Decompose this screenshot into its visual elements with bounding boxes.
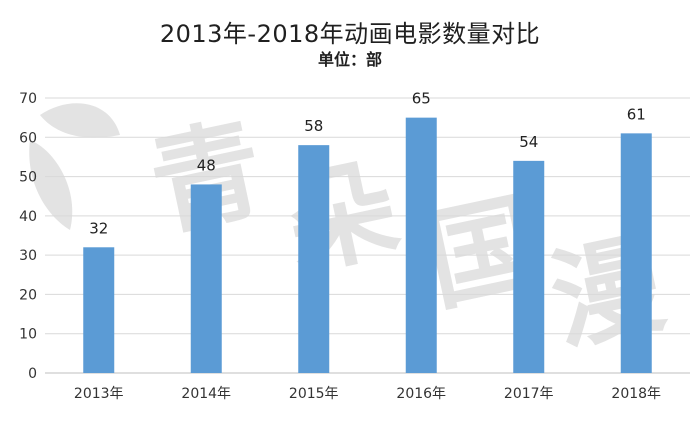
watermark-char: 漫 bbox=[540, 219, 674, 367]
gridlines bbox=[45, 97, 690, 374]
x-tick-label: 2013年 bbox=[74, 386, 124, 402]
bar bbox=[298, 145, 330, 373]
x-axis: 2013年 2014年 2015年 2016年 2017年 2018年 bbox=[74, 386, 661, 402]
bar bbox=[620, 133, 652, 373]
bar bbox=[513, 160, 545, 373]
watermark-logo-leaf-top bbox=[40, 103, 120, 138]
x-tick-label: 2016年 bbox=[396, 386, 446, 402]
data-label: 61 bbox=[627, 105, 646, 123]
x-tick-label: 2014年 bbox=[181, 386, 231, 402]
bar bbox=[190, 184, 222, 373]
x-tick-label: 2018年 bbox=[611, 386, 661, 402]
data-label: 58 bbox=[304, 117, 323, 135]
bars bbox=[83, 117, 652, 374]
data-label: 54 bbox=[519, 133, 538, 151]
chart-title: 2013年-2018年动画电影数量对比 bbox=[159, 20, 541, 48]
watermark: 青朵国漫 bbox=[29, 103, 674, 367]
y-tick-label: 40 bbox=[19, 209, 37, 225]
chart-subtitle: 单位：部 bbox=[317, 50, 382, 69]
x-tick-label: 2017年 bbox=[504, 386, 554, 402]
y-tick-label: 60 bbox=[19, 130, 37, 146]
bar bbox=[405, 117, 437, 374]
y-axis: 0 10 20 30 40 50 60 70 bbox=[19, 91, 37, 382]
y-tick-label: 50 bbox=[19, 170, 37, 186]
y-tick-label: 70 bbox=[19, 91, 37, 107]
watermark-char: 朵 bbox=[275, 144, 409, 292]
data-label: 65 bbox=[412, 90, 431, 108]
y-tick-label: 0 bbox=[28, 366, 37, 382]
watermark-logo-leaf-bottom bbox=[29, 140, 73, 230]
data-label: 48 bbox=[197, 156, 216, 174]
bar bbox=[83, 247, 115, 373]
data-label: 32 bbox=[89, 219, 108, 237]
y-tick-label: 20 bbox=[19, 287, 37, 303]
y-tick-label: 10 bbox=[19, 327, 37, 343]
x-tick-label: 2015年 bbox=[289, 386, 339, 402]
y-tick-label: 30 bbox=[19, 248, 37, 264]
data-labels: 32 48 58 65 54 61 bbox=[89, 90, 646, 238]
